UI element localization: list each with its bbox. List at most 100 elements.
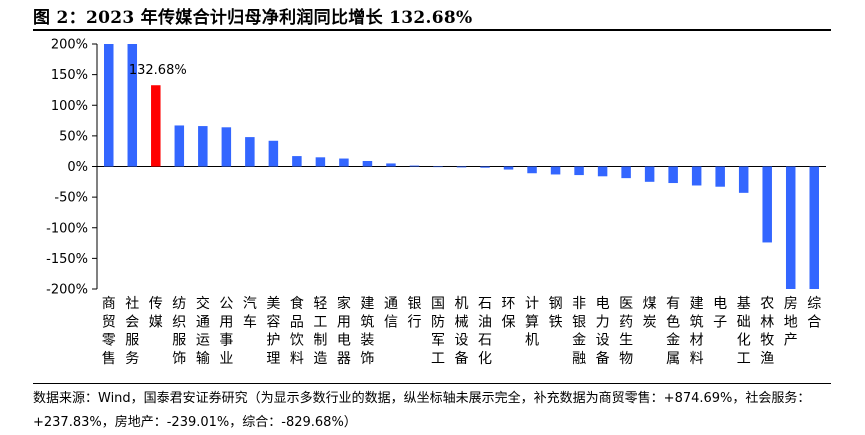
bar-29 (762, 166, 772, 243)
x-category-label: 药 (619, 314, 633, 330)
x-category-label: 轻 (313, 296, 327, 312)
x-category-label: 子 (713, 314, 727, 330)
bar-17 (480, 166, 490, 168)
x-category-label: 础 (737, 314, 751, 330)
figure-title: 图 2：2023 年传媒合计归母净利润同比增长 132.68% (33, 8, 473, 28)
x-category-label: 石 (478, 333, 492, 349)
x-category-label: 煤 (643, 296, 657, 312)
x-category-label: 造 (313, 351, 327, 367)
y-tick-label: 0% (67, 160, 88, 175)
x-category-label: 工 (431, 351, 445, 367)
x-category-label: 计 (525, 296, 539, 312)
bar-28 (738, 166, 749, 193)
bar-7 (245, 137, 255, 167)
x-category-label: 交 (196, 295, 210, 312)
bar-10 (315, 157, 326, 167)
x-category-label: 工 (313, 314, 327, 330)
bar-9 (292, 156, 302, 167)
x-category-label: 输 (196, 351, 210, 367)
bar-19 (527, 166, 537, 174)
x-category-label: 钢 (549, 296, 563, 312)
x-category-label: 护 (266, 333, 280, 349)
x-category-label: 牧 (760, 333, 774, 349)
x-category-label: 合 (807, 314, 821, 330)
x-category-label: 物 (619, 351, 633, 367)
x-category-label: 产 (784, 333, 798, 349)
bar-6 (221, 127, 232, 167)
bar-chart: 200% 150% 100% 50% 0% -50% -100% -150% -200% 商贸零… (46, 38, 826, 367)
x-category-label: 汽 (243, 296, 257, 312)
x-category-label: 纺 (172, 296, 186, 312)
x-category-label: 社 (125, 296, 139, 312)
x-category-label: 建 (690, 296, 704, 312)
x-category-label: 饮 (290, 333, 304, 349)
bar-20 (550, 166, 561, 175)
y-tick-label: 100% (51, 99, 88, 114)
bar-14 (409, 165, 420, 167)
x-category-label: 地 (784, 314, 798, 330)
x-category-label: 化 (478, 351, 492, 367)
x-category-label: 非 (572, 296, 586, 312)
source-note: 数据来源：Wind，国泰君安证券研究（为显示多数行业的数据，纵坐标轴未展示完全，… (33, 391, 811, 430)
source-rule (33, 383, 831, 384)
x-category-label: 制 (313, 333, 327, 349)
bar-24 (644, 166, 655, 182)
x-category-label: 通 (196, 314, 210, 330)
x-category-label: 筑 (690, 314, 704, 330)
x-category-label: 石 (478, 296, 492, 312)
x-category-label: 事 (219, 333, 233, 349)
x-category-label: 融 (572, 351, 586, 367)
x-category-label: 贸 (102, 314, 116, 330)
x-category-label: 工 (737, 351, 751, 367)
x-category-label: 备 (596, 350, 610, 367)
y-tick-label: -100% (46, 221, 88, 236)
x-category-label: 传 (149, 296, 163, 312)
x-category-label: 国 (431, 296, 445, 312)
x-category-label: 材 (690, 333, 704, 349)
y-tick-label: -50% (54, 191, 88, 206)
x-category-label: 品 (290, 314, 304, 330)
x-category-label: 渔 (760, 351, 774, 367)
x-category-label: 电 (713, 296, 727, 312)
x-category-label: 商 (102, 296, 116, 312)
x-category-label: 媒 (149, 314, 163, 330)
x-category-label: 电 (596, 296, 610, 312)
bar-3 (151, 85, 161, 167)
x-category-label: 备 (455, 350, 469, 367)
x-category-label: 售 (102, 351, 116, 367)
bar-16 (456, 166, 467, 168)
x-category-label: 器 (337, 351, 351, 367)
bar-11 (339, 158, 349, 167)
x-category-label: 保 (502, 314, 516, 330)
x-category-label: 基 (737, 295, 751, 312)
x-category-label: 银 (572, 314, 586, 330)
x-category-label: 务 (125, 351, 139, 367)
x-category-label: 铁 (549, 314, 563, 330)
bar-1 (104, 44, 114, 167)
x-category-label: 筑 (360, 314, 374, 330)
x-category-label: 力 (596, 314, 610, 330)
x-category-label: 零 (102, 333, 116, 349)
x-category-label: 家 (337, 295, 351, 312)
x-category-label: 军 (431, 333, 445, 349)
bar-27 (715, 166, 725, 187)
x-category-label: 色 (666, 313, 680, 330)
x-category-label: 行 (407, 314, 421, 330)
bar-30 (785, 166, 796, 289)
x-category-label: 电 (337, 333, 351, 349)
x-category-label: 信 (384, 314, 398, 330)
x-category-label: 有 (666, 296, 680, 312)
x-category-label: 油 (478, 314, 492, 330)
bar-25 (668, 166, 678, 184)
bar-4 (174, 125, 185, 167)
y-tick-label: 50% (59, 129, 88, 144)
x-category-label: 料 (290, 351, 304, 367)
y-tick-label: -200% (46, 283, 88, 298)
x-category-label: 美 (266, 296, 280, 312)
x-category-label: 银 (407, 296, 421, 312)
x-category-label: 料 (690, 351, 704, 367)
bar-23 (621, 166, 631, 179)
x-category-label: 生 (619, 333, 633, 349)
bar-15 (433, 166, 443, 168)
x-category-label: 机 (455, 296, 469, 312)
